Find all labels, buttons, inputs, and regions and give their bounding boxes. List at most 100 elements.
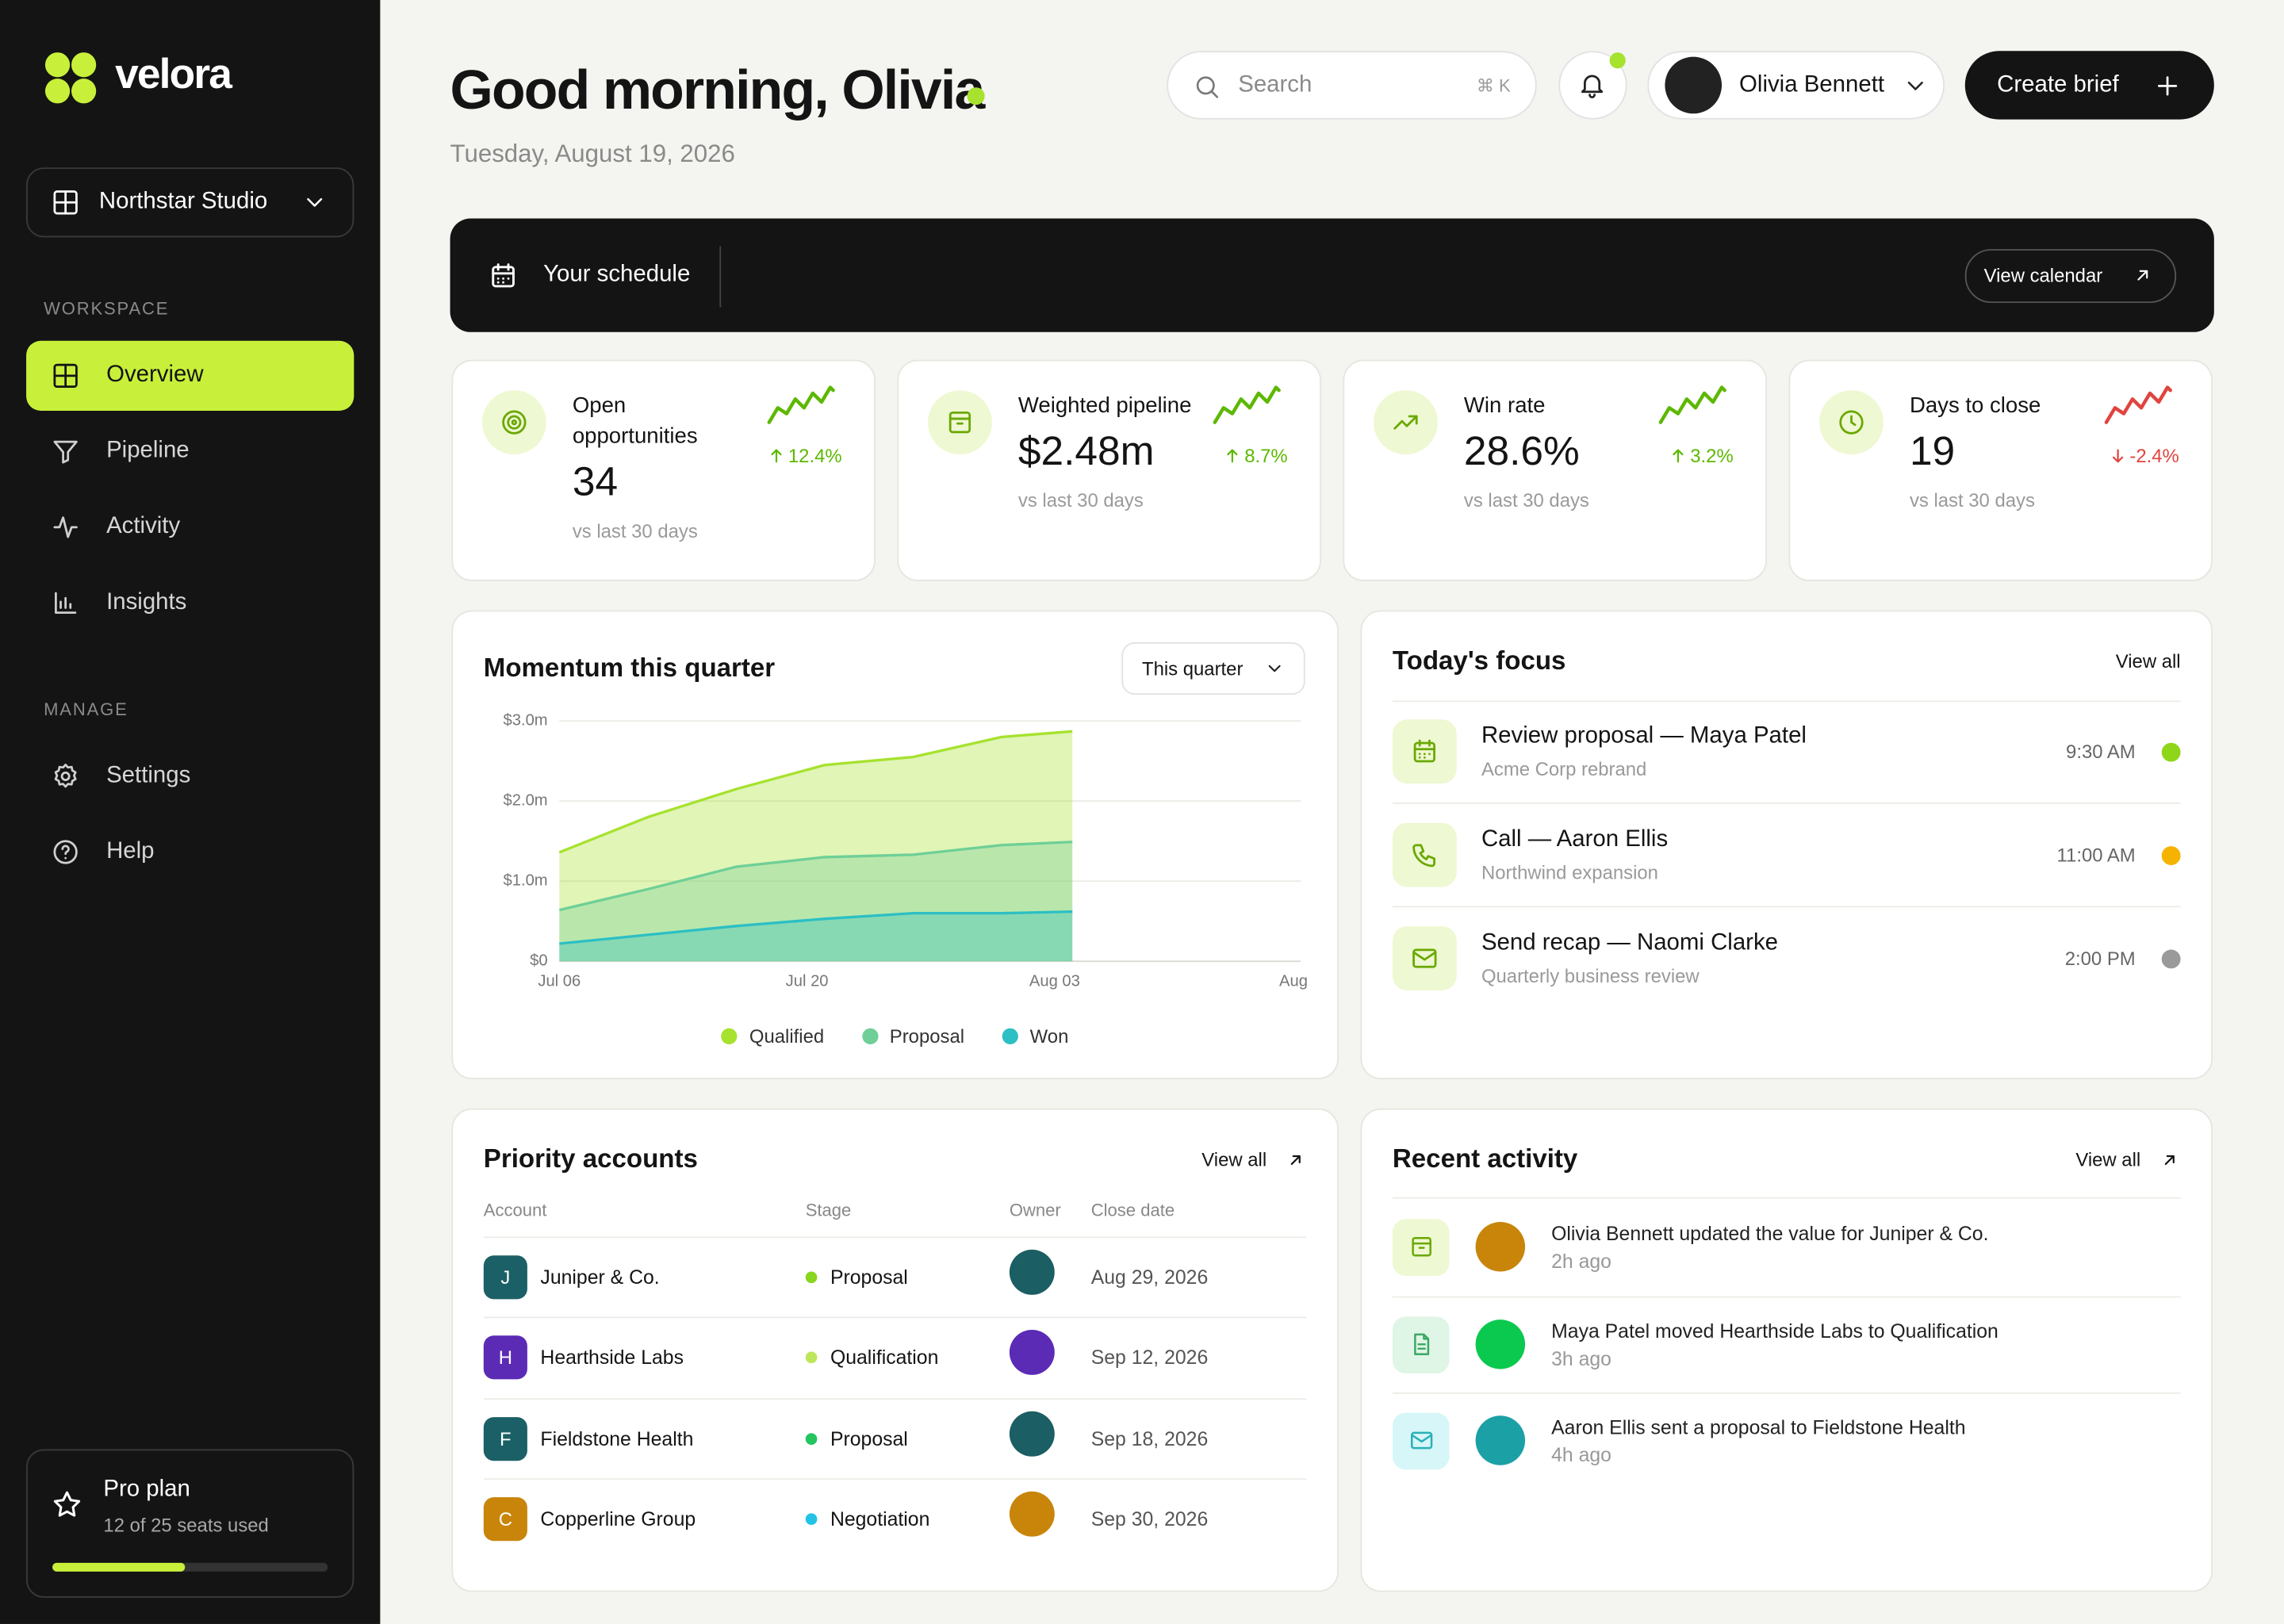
owner-avatar <box>1009 1249 1055 1295</box>
account-initial: J <box>500 1266 511 1289</box>
owner-avatar <box>1009 1411 1055 1457</box>
account-close-date: Aug 29, 2026 <box>1090 1266 1209 1289</box>
account-stage: Proposal <box>830 1427 908 1450</box>
nav-icon <box>54 764 77 788</box>
kpi-icon <box>1839 410 1864 435</box>
kpi-note: vs last 30 days <box>1463 489 1589 511</box>
nav-icon <box>53 840 78 864</box>
nav-section-label: MANAGE <box>44 699 128 720</box>
focus-item-time: 2:00 PM <box>2064 947 2136 970</box>
status-dot <box>967 87 985 105</box>
account-name: Copperline Group <box>540 1508 696 1530</box>
icon-shape <box>53 190 78 215</box>
icon-shape <box>1410 1434 1432 1443</box>
legend-item: Won <box>1002 1025 1068 1047</box>
account-close-date: Sep 12, 2026 <box>1090 1346 1209 1369</box>
schedule-title: Your schedule <box>543 262 691 287</box>
icon-shape <box>2157 76 2178 96</box>
accounts-view-all[interactable]: View all <box>1201 1148 1267 1170</box>
icon-shape <box>1413 741 1435 763</box>
greeting: Good morning, Olivia <box>450 60 986 122</box>
activity-time: 2h ago <box>1551 1250 1611 1273</box>
search-box[interactable] <box>1167 51 1537 120</box>
focus-item-subtitle: Quarterly business review <box>1481 964 1700 987</box>
accounts-title: Priority accounts <box>483 1143 698 1174</box>
icon-shape <box>1850 415 1857 427</box>
sparkline <box>2104 385 2172 424</box>
view-calendar-label: View calendar <box>1983 264 2103 286</box>
workspace-icon <box>53 190 78 215</box>
search-placeholder: Search <box>1238 72 1313 98</box>
legend-swatch <box>1002 1027 1018 1044</box>
account-name: Fieldstone Health <box>540 1427 694 1450</box>
nav-icon <box>55 592 77 615</box>
bell-icon <box>1581 75 1604 98</box>
logo-dot <box>71 78 96 103</box>
account-stage: Proposal <box>830 1266 908 1289</box>
icon-shape <box>1839 410 1864 435</box>
focus-icon-bg <box>1392 719 1457 784</box>
search-shortcut: ⌘ K <box>1476 75 1511 97</box>
nav-icon <box>53 516 78 538</box>
icon-shape <box>1268 665 1281 672</box>
workspace-switcher[interactable] <box>26 167 354 238</box>
icon-shape <box>53 840 78 864</box>
nav-item-active[interactable] <box>26 340 354 411</box>
icon-shape <box>491 265 514 287</box>
account-name: Juniper & Co. <box>540 1266 660 1289</box>
icon-shape <box>1393 415 1418 430</box>
account-name: Hearthside Labs <box>540 1346 684 1369</box>
status-dot <box>2161 846 2181 866</box>
icon-shape <box>1412 844 1435 868</box>
kpi-change: 12.4% <box>788 445 842 467</box>
icon-shape <box>1227 449 1239 463</box>
icon-shape <box>1195 75 1214 94</box>
kpi-note: vs last 30 days <box>1017 489 1144 511</box>
sparkline <box>767 385 835 424</box>
icon-shape <box>53 363 78 389</box>
icon-shape <box>1290 1154 1300 1165</box>
nav-label: Pipeline <box>106 438 190 464</box>
nav-label: Activity <box>106 514 181 539</box>
activity-avatar <box>1475 1415 1526 1465</box>
icon-shape <box>1213 385 1281 424</box>
icon-shape <box>2137 270 2148 281</box>
kpi-icon-bg <box>928 390 992 455</box>
chart-title: Momentum this quarter <box>483 653 776 683</box>
kpi-label: Weighted pipeline <box>1017 393 1192 419</box>
icon-shape <box>1658 385 1726 424</box>
kpi-text: Open opportunities 34 vs last 30 days <box>573 390 752 543</box>
icon-shape <box>502 410 527 435</box>
column-header: Owner <box>1009 1200 1061 1221</box>
activity-time: 4h ago <box>1551 1444 1611 1466</box>
range-dropdown[interactable] <box>1121 642 1305 695</box>
focus-view-all[interactable]: View all <box>2115 650 2181 672</box>
account-stage: Negotiation <box>830 1508 930 1530</box>
kpi-icon-bg <box>481 390 546 455</box>
kpi-label: Days to close <box>1909 393 2041 419</box>
logo-dot <box>44 78 70 103</box>
icon-shape <box>1210 90 1218 98</box>
change-arrow <box>771 449 782 463</box>
create-brief-label: Create brief <box>1997 72 2119 98</box>
icon-shape <box>53 440 78 464</box>
view-calendar-button[interactable] <box>1964 249 2177 304</box>
owner-avatar <box>1009 1492 1055 1538</box>
divider <box>1392 700 2181 703</box>
account-close-date: Sep 30, 2026 <box>1090 1508 1209 1530</box>
icon-shape <box>55 592 77 615</box>
sparkline <box>1658 385 1726 424</box>
icon-shape <box>1412 948 1437 968</box>
kpi-icon <box>1393 415 1418 430</box>
divider <box>1392 1392 2181 1394</box>
focus-item-time: 11:00 AM <box>2056 844 2136 866</box>
account-badge <box>483 1336 527 1381</box>
activity-view-all[interactable]: View all <box>2075 1148 2141 1170</box>
focus-item-title: Review proposal — Maya Patel <box>1481 723 1807 749</box>
focus-icon-bg <box>1392 822 1457 887</box>
sidebar <box>0 0 381 1624</box>
arrow-icon <box>2163 1154 2174 1165</box>
